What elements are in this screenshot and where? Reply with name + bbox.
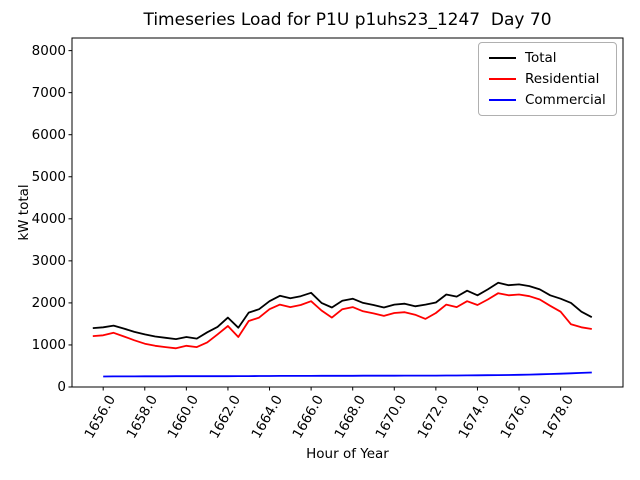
series-line-total bbox=[92, 281, 593, 341]
series-line-commercial bbox=[103, 371, 592, 378]
y-tick-label: 5000 bbox=[31, 168, 66, 185]
y-tick-label: 8000 bbox=[31, 42, 66, 59]
legend-item-total: Total bbox=[489, 50, 606, 66]
chart-title: Timeseries Load for P1U p1uhs23_1247 Day… bbox=[143, 10, 552, 30]
y-tick-label: 4000 bbox=[31, 210, 66, 227]
series-line-residential bbox=[92, 292, 592, 350]
y-tick-label: 7000 bbox=[31, 84, 66, 101]
legend-line-sample-total bbox=[489, 57, 516, 59]
x-axis-label: Hour of Year bbox=[306, 446, 389, 462]
legend-item-residential: Residential bbox=[489, 71, 606, 87]
legend-line-sample-commercial bbox=[489, 99, 516, 101]
axes-frame bbox=[71, 37, 624, 388]
y-tick-label: 2000 bbox=[31, 294, 66, 311]
legend-label-residential: Residential bbox=[525, 71, 600, 87]
y-tick-label: 3000 bbox=[31, 252, 66, 269]
legend: Total Residential Commercial bbox=[478, 42, 617, 116]
y-tick-label: 1000 bbox=[31, 336, 66, 353]
legend-label-commercial: Commercial bbox=[525, 92, 606, 108]
legend-line-sample-residential bbox=[489, 78, 516, 80]
legend-item-commercial: Commercial bbox=[489, 92, 606, 108]
legend-label-total: Total bbox=[525, 50, 557, 66]
y-tick-label: 6000 bbox=[31, 126, 66, 143]
y-tick-label: 0 bbox=[57, 379, 66, 395]
